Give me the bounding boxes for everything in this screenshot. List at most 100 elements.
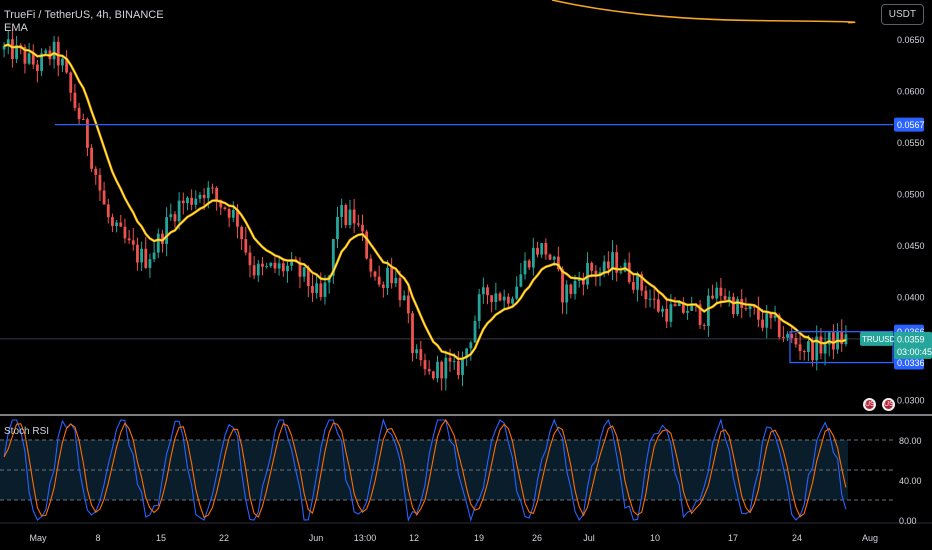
candle-body	[290, 259, 294, 266]
candle-body	[448, 357, 452, 362]
time-tick-label: 13:00	[354, 533, 377, 543]
candle-body	[519, 274, 523, 287]
candle-body	[819, 336, 823, 354]
candle-body	[473, 320, 477, 343]
time-tick-label: 12	[409, 533, 419, 543]
candle-body	[581, 279, 585, 285]
candle-body	[823, 344, 827, 354]
time-tick-label: Jun	[309, 533, 324, 543]
countdown-label: 03:00:45	[897, 347, 932, 357]
candle-body	[748, 306, 752, 310]
candle-body	[319, 283, 323, 297]
candle-body	[715, 287, 719, 299]
candle-body	[436, 361, 439, 379]
candle-body	[240, 226, 244, 240]
candle-body	[119, 222, 123, 227]
candle-body	[69, 72, 73, 93]
candle-body	[165, 217, 169, 244]
level-price-badge	[894, 117, 924, 132]
price-tick-label: 0.0400	[897, 293, 925, 303]
candle-body	[665, 308, 669, 322]
candle-body	[52, 41, 56, 60]
candle-body	[782, 337, 785, 339]
candle-body	[115, 222, 119, 226]
candle-body	[369, 258, 373, 272]
candle-body	[361, 224, 364, 232]
candle-body	[81, 119, 85, 121]
candle-body	[531, 247, 535, 268]
time-tick-label: 15	[156, 533, 166, 543]
candle-body	[486, 287, 489, 296]
us-flag-icon[interactable]: US	[882, 398, 895, 411]
candle-body	[381, 284, 385, 288]
ema-line-glow	[3, 43, 847, 361]
candle-body	[123, 226, 127, 239]
time-tick-label: Aug	[862, 533, 878, 543]
level-price-badge	[894, 355, 924, 370]
candle-body	[773, 315, 777, 318]
candle-body	[602, 261, 606, 273]
candle-body	[719, 287, 723, 296]
candle-body	[406, 295, 410, 314]
candle-body	[98, 174, 102, 191]
candle-body	[40, 53, 43, 71]
candle-body	[252, 265, 256, 276]
candle-body	[686, 310, 689, 313]
candle-body	[281, 263, 285, 272]
price-tick-label: 0.0600	[897, 87, 925, 97]
candle-body	[727, 296, 731, 300]
candle-body	[15, 45, 18, 59]
candle-body	[681, 302, 685, 313]
candle-body	[402, 295, 406, 301]
candle-body	[506, 296, 510, 304]
candle-body	[794, 337, 798, 345]
time-tick-label: 19	[474, 533, 484, 543]
candle-body	[498, 293, 502, 301]
candle-body	[256, 263, 260, 276]
candle-body	[415, 349, 419, 354]
candle-body	[269, 262, 273, 267]
level-price-label: 0.0336	[897, 358, 925, 368]
candle-body	[331, 239, 335, 276]
candle-body	[156, 233, 160, 253]
candle-body	[186, 197, 189, 204]
candle-body	[73, 92, 77, 108]
candle-body	[306, 267, 310, 287]
candle-body	[631, 282, 635, 290]
range-box	[789, 331, 894, 364]
candle-body	[152, 252, 156, 260]
candle-body	[44, 50, 48, 54]
time-tick-label: May	[29, 533, 47, 543]
candle-body	[36, 64, 39, 71]
candle-body	[90, 147, 94, 169]
candle-body	[811, 341, 814, 361]
candle-body	[790, 334, 794, 338]
candle-body	[461, 357, 464, 375]
candle-body	[277, 263, 281, 269]
price-tick-label: 0.0450	[897, 241, 925, 251]
candle-body	[352, 209, 356, 224]
ema-indicator-label[interactable]: EMA	[4, 22, 28, 34]
currency-button[interactable]: USDT	[880, 4, 924, 25]
candle-body	[769, 313, 773, 318]
candle-body	[348, 209, 352, 226]
candle-body	[148, 259, 152, 268]
price-tick-label: 0.0550	[897, 138, 925, 148]
candle-body	[523, 260, 527, 275]
candle-body	[323, 282, 327, 297]
price-tick-label: 0.0300	[897, 396, 925, 406]
us-flag-icon[interactable]: US	[863, 398, 876, 411]
candle-body	[94, 168, 98, 175]
price-tick-label: 0.0650	[897, 35, 925, 45]
candle-body	[540, 243, 544, 255]
candle-body	[227, 209, 231, 218]
candle-body	[552, 256, 556, 260]
candle-body	[211, 187, 214, 189]
time-tick-label: Jul	[583, 533, 595, 543]
candle-body	[561, 269, 564, 303]
candle-body	[832, 332, 835, 350]
candle-body	[194, 198, 198, 205]
candle-body	[377, 276, 381, 285]
candle-body	[302, 267, 306, 277]
